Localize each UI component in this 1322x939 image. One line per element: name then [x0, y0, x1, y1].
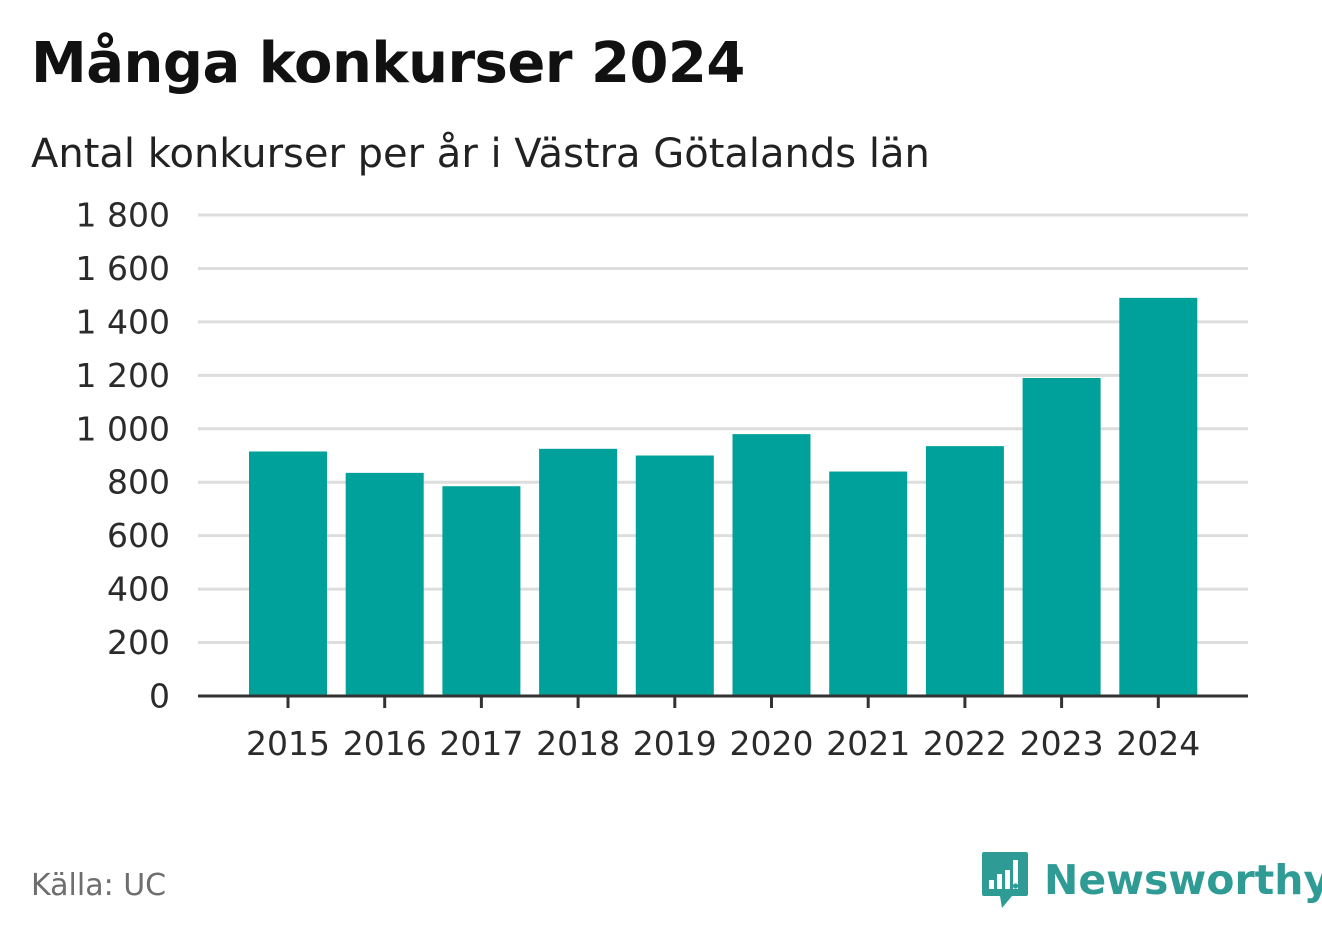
y-tick-label: 1 800: [76, 196, 170, 235]
newsworthy-logo-icon: [982, 852, 1028, 908]
bar: [635, 455, 714, 696]
y-tick-labels: 0 200 400 600 800 1 000 1 200 1 400 1 600 1 800: [76, 196, 170, 716]
bar: [539, 448, 618, 696]
brand-logo: Newsworthy: [980, 850, 1322, 910]
x-tick-label: 2016: [343, 724, 427, 763]
x-tick-label: 2024: [1116, 724, 1200, 763]
y-tick-label: 400: [107, 570, 170, 609]
y-tick-label: 0: [149, 677, 170, 716]
bar: [925, 446, 1004, 696]
y-tick-label: 800: [107, 463, 170, 502]
bar: [1022, 378, 1101, 696]
bar: [249, 451, 327, 696]
bar: [345, 472, 424, 696]
y-tick-label: 200: [107, 623, 170, 662]
bar: [1119, 297, 1198, 696]
x-tick-label: 2021: [826, 724, 910, 763]
x-tick-label: 2017: [439, 724, 523, 763]
x-tick-label: 2020: [730, 724, 814, 763]
y-tick-label: 1 400: [76, 302, 170, 341]
source-note: Källa: UC: [31, 868, 167, 903]
x-tick-label: 2018: [536, 724, 620, 763]
bar: [829, 471, 908, 696]
x-tick-labels: 2015 2016 2017 2018 2019 2020 2021 2022 2023 2024: [246, 724, 1200, 763]
chart-title: Många konkurser 2024: [31, 31, 745, 96]
bars: [249, 297, 1198, 696]
x-tick-label: 2023: [1020, 724, 1104, 763]
brand-name: Newsworthy: [1044, 855, 1322, 904]
y-tick-label: 1 200: [76, 356, 170, 395]
x-tick-label: 2015: [246, 724, 330, 763]
y-tick-label: 600: [107, 516, 170, 555]
y-tick-label: 1 000: [76, 409, 170, 448]
bar: [442, 486, 521, 696]
x-tick-label: 2022: [923, 724, 1007, 763]
x-tick-label: 2019: [633, 724, 717, 763]
chart-subtitle: Antal konkurser per år i Västra Götaland…: [31, 131, 930, 177]
bar: [732, 434, 811, 696]
x-axis: [198, 694, 1248, 708]
y-tick-label: 1 600: [76, 249, 170, 288]
